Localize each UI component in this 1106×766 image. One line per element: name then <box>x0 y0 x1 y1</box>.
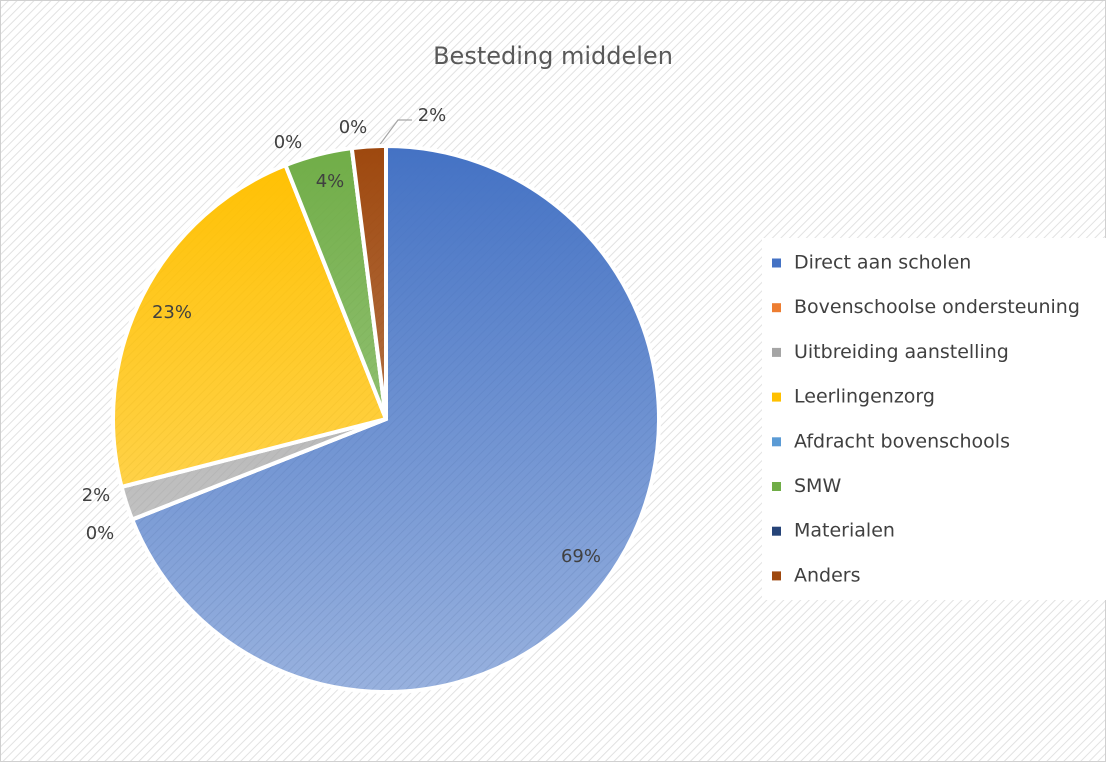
legend-swatch <box>772 526 781 536</box>
legend-swatch <box>772 258 781 268</box>
legend-label: Afdracht bovenschools <box>794 430 1010 452</box>
pie-slice <box>130 144 661 694</box>
data-label: 2% <box>418 105 447 126</box>
data-label: 23% <box>152 302 192 323</box>
legend-label: Materialen <box>794 520 895 542</box>
chart-title: Besteding middelen <box>433 42 673 70</box>
legend-label: SMW <box>794 475 841 497</box>
legend-swatch <box>772 437 781 447</box>
data-label: 69% <box>561 546 601 567</box>
legend-swatch <box>772 303 781 313</box>
data-label: 0% <box>274 132 303 153</box>
legend-label: Leerlingenzorg <box>794 386 935 408</box>
data-label: 4% <box>316 171 345 192</box>
legend-swatch <box>772 482 781 491</box>
legend-label: Anders <box>794 564 861 586</box>
legend-swatch <box>772 571 781 581</box>
pie-slice <box>349 144 388 421</box>
legend-label: Direct aan scholen <box>794 252 971 274</box>
data-label: 2% <box>82 485 111 506</box>
data-label: 0% <box>339 117 368 138</box>
legend-swatch <box>772 347 781 357</box>
leader-line <box>377 119 412 148</box>
data-label: 0% <box>86 523 115 544</box>
pie-slice <box>111 163 388 489</box>
legend-background <box>762 238 1106 600</box>
legend-swatch <box>772 392 781 402</box>
legend-label: Bovenschoolse ondersteuning <box>794 296 1080 318</box>
legend-label: Uitbreiding aanstelling <box>794 341 1009 363</box>
